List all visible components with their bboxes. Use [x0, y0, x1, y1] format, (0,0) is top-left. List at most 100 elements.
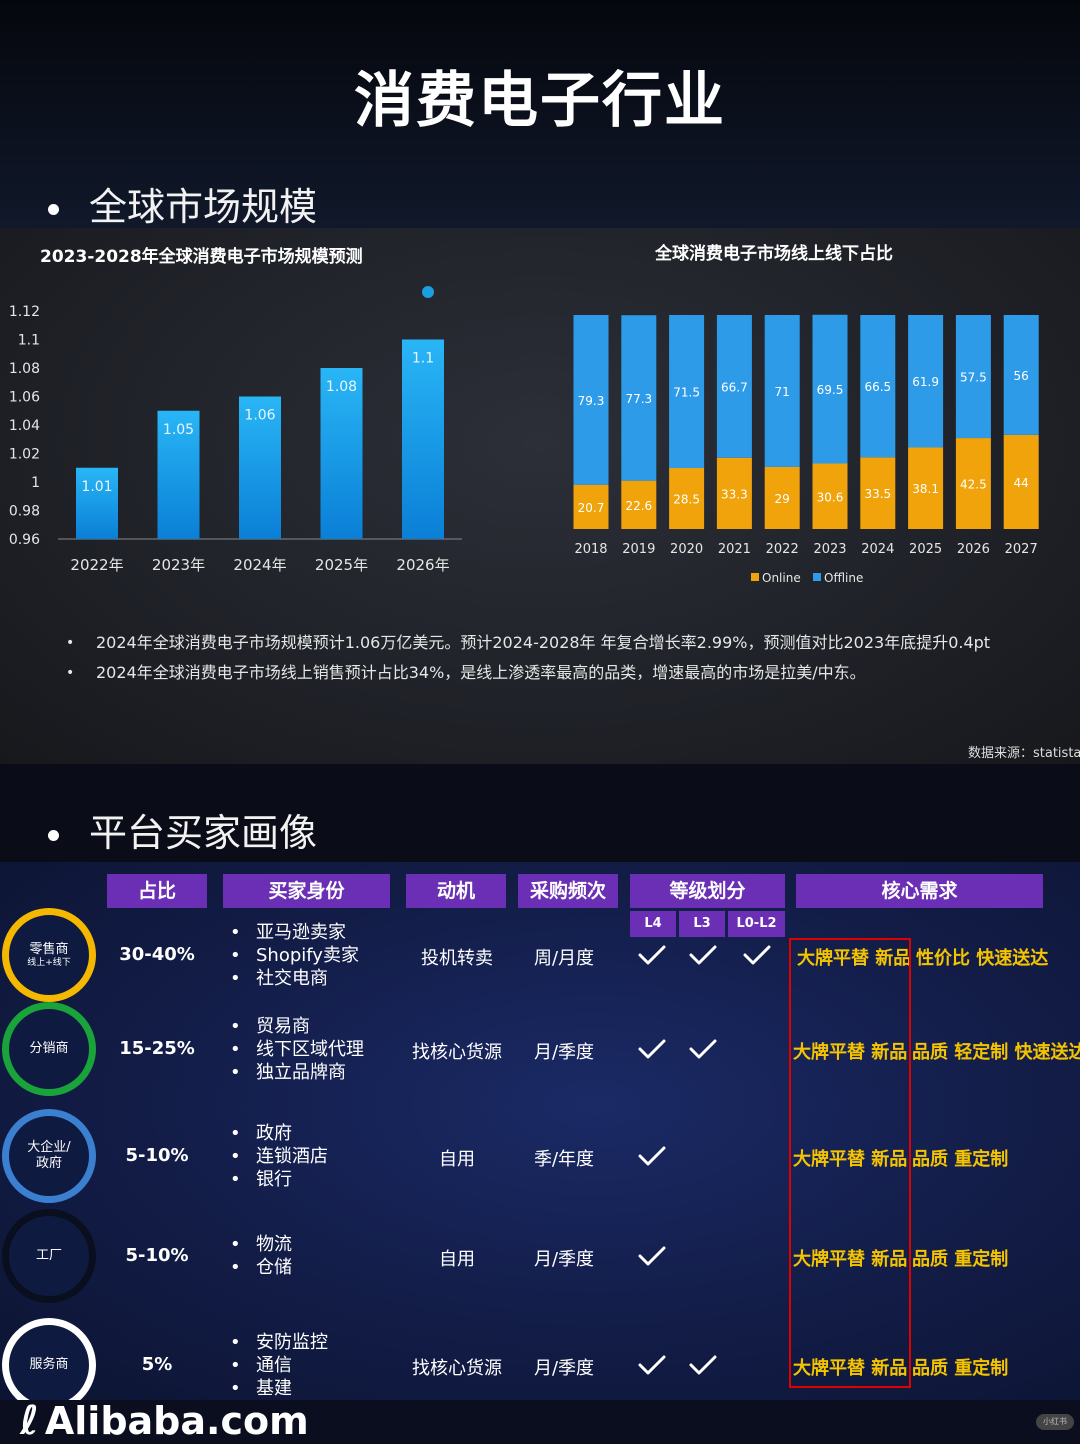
footer-bar [0, 1400, 1080, 1440]
buyer-list-item: 仓储 [230, 1256, 292, 1279]
buyer-list-item: 线下区域代理 [230, 1038, 364, 1061]
motive-value: 找核心货源 [412, 1042, 502, 1063]
share-value: 5-10% [125, 1245, 189, 1266]
note-item: 2024年全球消费电子市场线上销售预计占比34%，是线上渗透率最高的品类，增速最… [64, 658, 1064, 688]
motive-value: 自用 [439, 1149, 475, 1170]
online-data-label: 44 [1014, 476, 1029, 490]
online-bar-segment [764, 466, 800, 529]
online-bar-segment [908, 447, 944, 529]
buyer-type-label: 大企业/ [27, 1140, 71, 1155]
online-bar-segment [1003, 434, 1039, 529]
buyer-list-item: 政府 [230, 1122, 328, 1145]
offline-bar-segment [812, 314, 848, 464]
watermark: 小红书 [1036, 1414, 1074, 1430]
offline-bar-segment [716, 315, 752, 458]
bar [402, 339, 444, 539]
buyer-list-item: 连锁酒店 [230, 1145, 328, 1168]
core-need-primary: 大牌平替 新品 [793, 1042, 908, 1063]
offline-bar-segment [573, 315, 609, 485]
buyer-list-item: 基建 [230, 1377, 328, 1400]
offline-data-label: 61.9 [912, 375, 939, 389]
header-motive: 动机 [406, 874, 506, 908]
legend-label-offline: Offline [824, 571, 863, 585]
legend-swatch-online [751, 573, 759, 581]
online-bar-segment [621, 480, 657, 529]
section-heading-buyers: 平台买家画像 [48, 802, 317, 857]
y-tick-label: 1.04 [9, 418, 40, 434]
core-need-secondary: 性价比 快速送达 [916, 948, 1049, 969]
checkmark-icon [638, 1146, 666, 1166]
offline-data-label: 71.5 [673, 386, 700, 400]
y-tick-label: 1.08 [9, 361, 40, 377]
y-tick-label: 1 [31, 475, 40, 491]
tier-header-l4: L4 [630, 911, 676, 937]
online-data-label: 42.5 [960, 478, 987, 492]
x-tick-label: 2027 [1005, 542, 1038, 557]
offline-data-label: 66.7 [721, 380, 748, 394]
online-data-label: 38.1 [912, 482, 939, 496]
bar-data-label: 1.05 [163, 422, 194, 438]
highlight-box [789, 938, 911, 1388]
offline-bar-segment [955, 315, 991, 439]
online-data-label: 22.6 [625, 499, 652, 513]
market-size-bar-chart: 0.96 0.98 1 1.02 1.04 1.06 1.08 1.1 1.12 1.01 2022… [9, 286, 462, 574]
bar-data-label: 1.1 [412, 351, 434, 367]
offline-data-label: 56 [1014, 369, 1029, 383]
frequency-value: 周/月度 [533, 948, 595, 969]
bar-data-label: 1.06 [244, 408, 275, 424]
online-bar-segment [860, 457, 896, 529]
bar-data-label: 1.08 [326, 379, 357, 395]
offline-bar-segment [908, 315, 944, 448]
x-tick-label: 2020 [670, 542, 703, 557]
buyer-list-item: 贸易商 [230, 1015, 364, 1038]
tier-header-l3: L3 [679, 911, 725, 937]
offline-data-label: 66.5 [864, 380, 891, 394]
online-data-label: 29 [775, 492, 790, 506]
alibaba-logo-icon: ℓ [20, 1398, 39, 1444]
market-notes: 2024年全球消费电子市场规模预计1.06万亿美元。预计2024-2028年 年… [64, 628, 1064, 688]
checkmark-icon [638, 1355, 666, 1375]
section-heading-market: 全球市场规模 [48, 176, 317, 231]
header-core-needs: 核心需求 [796, 874, 1043, 908]
core-need-secondary: 品质 重定制 [912, 1358, 1009, 1379]
header-tier: 等级划分 [630, 874, 785, 908]
buyer-list: 安防监控通信基建 [230, 1331, 328, 1400]
online-bar-segment [716, 457, 752, 529]
buyer-list: 物流仓储 [230, 1233, 292, 1279]
header-background [0, 0, 1080, 228]
offline-data-label: 79.3 [578, 394, 605, 408]
x-tick-label: 2022年 [70, 556, 123, 574]
section-heading-text: 全球市场规模 [89, 185, 318, 229]
x-tick-label: 2018 [574, 542, 607, 557]
motive-value: 自用 [439, 1249, 475, 1270]
share-value: 5-10% [125, 1145, 189, 1166]
logo-text: Alibaba.com [44, 1399, 309, 1443]
legend-swatch-offline [813, 573, 821, 581]
online-data-label: 33.5 [864, 487, 891, 501]
y-tick-label: 1.06 [9, 390, 40, 406]
online-data-label: 20.7 [578, 501, 605, 515]
offline-data-label: 71 [775, 385, 790, 399]
checkmark-icon [689, 1355, 717, 1375]
online-bar-segment [812, 463, 848, 529]
share-value: 15-25% [119, 1038, 195, 1059]
checkmark-icon [638, 1246, 666, 1266]
x-tick-label: 2023年 [152, 556, 205, 574]
offline-bar-segment [669, 315, 705, 469]
buyer-type-sublabel: 线上+线下 [27, 957, 71, 968]
checkmark-icon [689, 945, 717, 965]
data-source: 数据来源：statista [968, 746, 1080, 761]
buyer-type-badge: 分销商 [2, 1002, 96, 1096]
note-item: 2024年全球消费电子市场规模预计1.06万亿美元。预计2024-2028年 年… [64, 628, 1064, 658]
core-need-primary: 大牌平替 新品 [797, 948, 912, 969]
x-tick-label: 2019 [622, 542, 655, 557]
bar [76, 467, 118, 539]
buyer-type-label: 服务商 [29, 1357, 69, 1372]
core-need-secondary: 品质 重定制 [912, 1249, 1009, 1270]
y-tick-label: 1.1 [18, 333, 40, 349]
y-tick-label: 1.02 [9, 447, 40, 463]
x-tick-label: 2025 [909, 542, 942, 557]
frequency-value: 季/年度 [533, 1149, 595, 1170]
online-data-label: 33.3 [721, 487, 748, 501]
bar [157, 410, 200, 539]
